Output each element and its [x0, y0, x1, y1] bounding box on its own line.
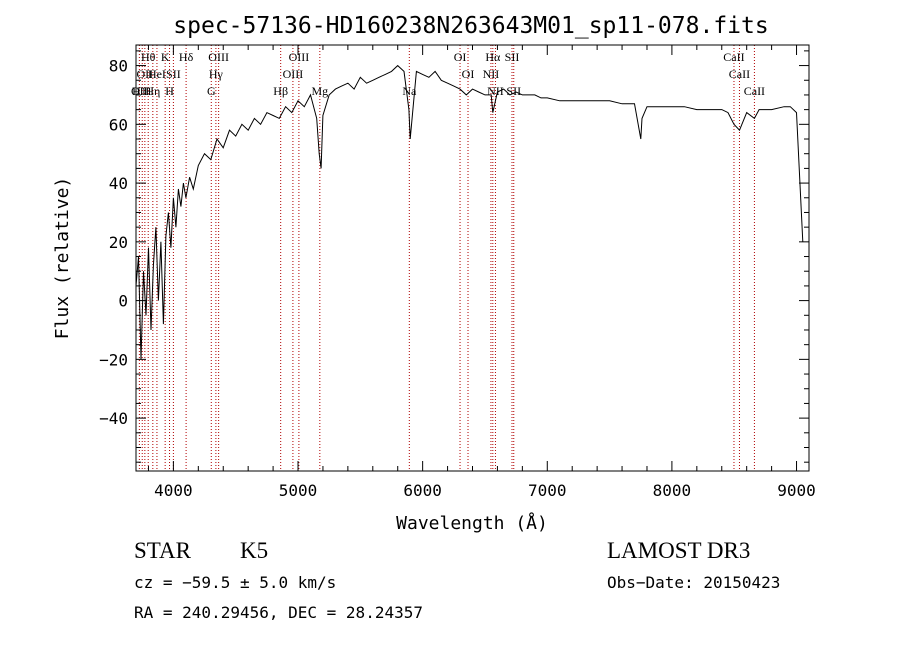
- line-label-NII: NII: [483, 67, 500, 81]
- line-label-Mg: Mg: [311, 84, 328, 98]
- object-class: STAR: [134, 538, 191, 563]
- x-tick-label: 9000: [777, 481, 816, 500]
- spectral-line-labels: OIIH11OIIHθHηHeIKHSIIHδGHγOIIIHβOIIIOIII…: [131, 50, 765, 98]
- y-tick-label: 40: [109, 174, 128, 193]
- line-label-Hα: Hα: [485, 50, 501, 64]
- line-label-Hγ: Hγ: [209, 67, 224, 81]
- line-label-K: K: [161, 50, 170, 64]
- y-tick-label: −20: [99, 350, 128, 369]
- x-tick-label: 8000: [653, 481, 692, 500]
- line-label-Hβ: Hβ: [273, 84, 288, 98]
- line-label-Hθ: Hθ: [141, 50, 156, 64]
- line-label-SII: SII: [506, 84, 521, 98]
- flux-series-line: [135, 64, 804, 360]
- line-label-H: H: [165, 84, 174, 98]
- line-label-CaII: CaII: [744, 84, 765, 98]
- line-label-NII: NII: [487, 84, 504, 98]
- line-label-G: G: [207, 84, 216, 98]
- redshift-velocity: cz = −59.5 ± 5.0 km/s: [134, 573, 337, 592]
- line-label-OIII: OIII: [289, 50, 310, 64]
- y-tick-label: 80: [109, 57, 128, 76]
- object-subclass: K5: [240, 538, 269, 563]
- line-label-OIII: OIII: [208, 50, 229, 64]
- line-label-OIII: OIII: [283, 67, 304, 81]
- line-label-OII: OII: [131, 84, 148, 98]
- line-label-HeI: HeI: [148, 67, 166, 81]
- line-label-OI: OI: [462, 67, 475, 81]
- sky-coordinates: RA = 240.29456, DEC = 28.24357: [134, 603, 423, 622]
- x-axis: 4000 5000 6000 7000 8000 9000: [147, 45, 816, 500]
- x-axis-label: Wavelength (Å): [396, 512, 548, 534]
- y-tick-label: 0: [118, 292, 128, 311]
- y-axis-label: Flux (relative): [52, 177, 73, 340]
- spectral-line-markers: [138, 45, 755, 471]
- line-label-SII: SII: [505, 50, 520, 64]
- line-label-OI: OI: [454, 50, 467, 64]
- survey-name: LAMOST DR3: [607, 538, 751, 563]
- y-tick-label: 20: [109, 233, 128, 252]
- y-tick-label: −40: [99, 409, 128, 428]
- line-label-Hη: Hη: [145, 84, 160, 98]
- line-label-Hδ: Hδ: [179, 50, 194, 64]
- plot-frame: [135, 44, 810, 472]
- y-tick-label: 60: [109, 115, 128, 134]
- chart-title: spec-57136-HD160238N263643M01_sp11-078.f…: [173, 13, 768, 39]
- x-tick-label: 4000: [154, 481, 193, 500]
- x-tick-label: 6000: [403, 481, 442, 500]
- observation-date: Obs−Date: 20150423: [607, 573, 781, 592]
- x-tick-label: 5000: [279, 481, 318, 500]
- line-label-SII: SII: [166, 67, 181, 81]
- y-axis: −40 −20 0 20 40 60 80: [99, 50, 809, 463]
- line-label-CaII: CaII: [729, 67, 750, 81]
- x-tick-label: 7000: [528, 481, 567, 500]
- line-label-OII: OII: [137, 67, 154, 81]
- line-label-CaII: CaII: [723, 50, 744, 64]
